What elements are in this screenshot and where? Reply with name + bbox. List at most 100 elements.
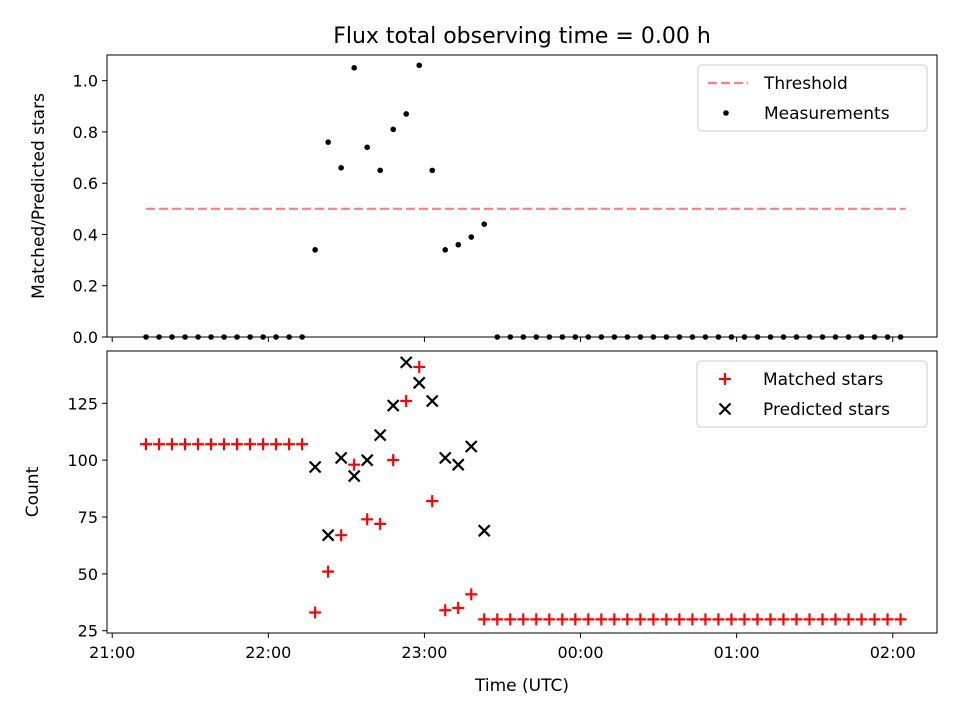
- top-panel: Flux total observing time = 0.00 h Match…: [29, 24, 938, 347]
- predicted-star-point: [425, 394, 439, 408]
- matched-star-point: [582, 613, 595, 626]
- predicted-star-point: [360, 453, 374, 467]
- matched-star-point: [569, 613, 582, 626]
- matched-star-point: [595, 613, 608, 626]
- matched-star-point: [699, 613, 712, 626]
- predicted-star-point: [464, 440, 478, 453]
- measurement-point: [481, 221, 488, 227]
- y-tick-label: 0.2: [73, 277, 98, 296]
- matched-star-point: [205, 438, 218, 451]
- measurement-point: [338, 165, 344, 171]
- y-tick-label: 0.6: [73, 174, 98, 193]
- x-tick-label: 00:00: [557, 643, 603, 662]
- matched-star-point: [244, 438, 257, 451]
- matched-star-point: [270, 438, 283, 451]
- legend-label: Predicted stars: [763, 400, 890, 420]
- matched-star-point: [218, 438, 231, 451]
- legend-label: Measurements: [764, 104, 890, 124]
- matched-star-point: [166, 438, 179, 451]
- chart-title: Flux total observing time = 0.00 h: [333, 24, 711, 49]
- legend-measurement-handle: [723, 110, 729, 116]
- y-tick-label: 1.0: [73, 72, 98, 91]
- y-tick-label: 0.8: [73, 123, 98, 142]
- top-axis-ticks: 0.0 0.2 0.4 0.6 0.8 1.0: [73, 72, 894, 347]
- matched-star-point: [257, 438, 270, 451]
- y-tick-label: 125: [67, 394, 98, 413]
- measurement-point: [468, 234, 475, 240]
- matched-star-point: [608, 613, 621, 626]
- matched-star-point: [192, 438, 205, 451]
- x-tick-label: 01:00: [714, 643, 760, 662]
- legend-label: Threshold: [763, 74, 848, 94]
- bottom-legend: Matched stars Predicted stars: [696, 360, 928, 428]
- matched-star-point: [634, 613, 647, 626]
- matched-star-point: [283, 438, 296, 451]
- x-axis-label: Time (UTC): [474, 676, 569, 696]
- matched-star-point: [231, 438, 244, 451]
- matched-star-point: [296, 438, 309, 451]
- measurement-point: [364, 144, 370, 151]
- matched-star-point: [335, 529, 348, 542]
- matched-star-point: [816, 613, 829, 626]
- matched-star-point: [348, 458, 361, 471]
- bottom-axis-ticks: 25 50 75 100 125 21:00 22:00 23:00 00:00 01:00 02:…: [67, 394, 915, 662]
- matched-star-point: [322, 565, 335, 578]
- matched-star-point: [504, 613, 517, 626]
- matched-star-point: [465, 588, 478, 601]
- measurement-point: [403, 111, 410, 117]
- y-tick-label: 100: [67, 451, 98, 470]
- matched-star-point: [400, 395, 413, 408]
- matched-star-point: [478, 613, 491, 626]
- matched-star-point: [387, 454, 400, 467]
- matched-star-point: [673, 613, 686, 626]
- top-axes-frame: [106, 54, 938, 338]
- measurement-point: [390, 126, 397, 133]
- matched-star-point: [712, 613, 725, 626]
- measurement-point: [429, 167, 436, 174]
- bottom-axes-frame: [106, 350, 938, 634]
- y-tick-label: 0.4: [73, 225, 98, 244]
- matched-star-point: [725, 613, 738, 626]
- matched-star-point: [543, 613, 556, 626]
- matched-star-point: [660, 613, 673, 626]
- predicted-star-point: [373, 428, 387, 442]
- matched-star-point: [361, 513, 374, 526]
- legend-box: [697, 64, 928, 132]
- matched-star-point: [374, 517, 387, 530]
- top-legend: Threshold Measurements: [697, 64, 928, 132]
- matched-star-point: [738, 613, 751, 626]
- bottom-plot-area: [140, 356, 907, 626]
- measurement-point: [312, 247, 318, 253]
- matched-star-point: [530, 613, 543, 626]
- measurement-point: [442, 247, 449, 253]
- matched-star-point: [647, 613, 660, 626]
- matched-star-point: [751, 613, 764, 626]
- y-tick-label: 75: [78, 508, 98, 527]
- y-tick-label: 25: [78, 622, 98, 641]
- x-tick-label: 02:00: [870, 643, 916, 662]
- measurement-point: [377, 167, 383, 174]
- measurement-point: [416, 62, 423, 69]
- matched-star-point: [153, 438, 166, 451]
- predicted-star-point: [438, 451, 452, 465]
- matched-star-point: [829, 613, 842, 626]
- predicted-star-point: [451, 458, 465, 471]
- legend-label: Matched stars: [763, 370, 883, 390]
- matched-star-point: [413, 360, 426, 373]
- matched-star-point: [140, 438, 153, 451]
- legend-box: [696, 360, 928, 428]
- matched-star-point: [556, 613, 569, 626]
- matched-star-point: [855, 613, 868, 626]
- y-tick-label: 0.0: [73, 328, 98, 347]
- matched-star-point: [894, 613, 907, 626]
- matched-star-point: [621, 613, 634, 626]
- matched-star-point: [686, 613, 699, 626]
- measurement-point: [351, 65, 357, 71]
- x-tick-label: 23:00: [401, 643, 447, 662]
- predicted-star-point: [386, 399, 400, 412]
- matched-star-point: [868, 613, 881, 626]
- x-tick-label: 21:00: [89, 643, 135, 662]
- predicted-star-point: [399, 356, 413, 369]
